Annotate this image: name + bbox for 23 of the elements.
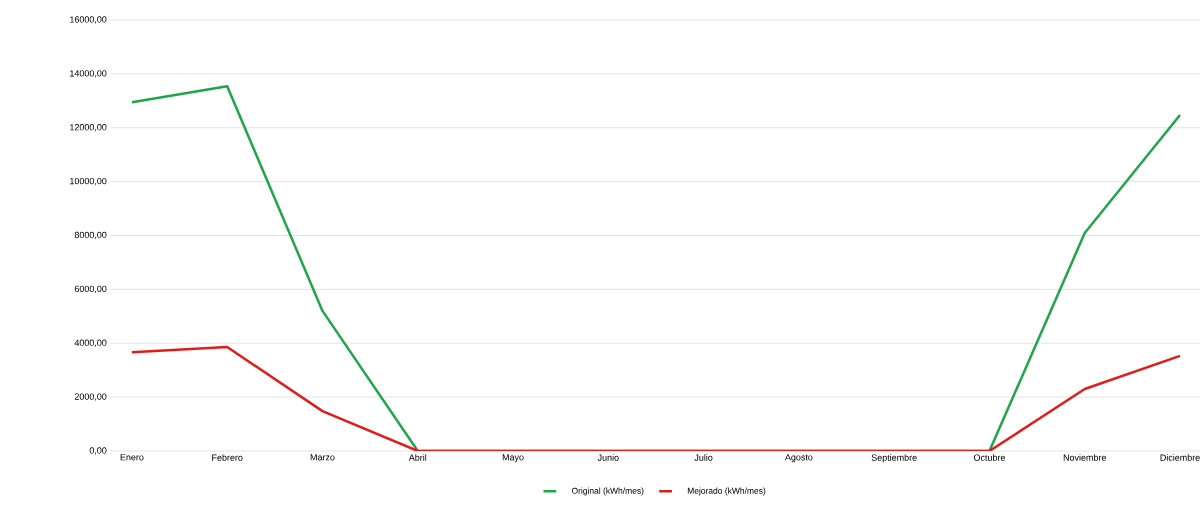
- y-tick-label: 10000,00: [70, 177, 107, 186]
- y-tick-label: 14000,00: [70, 70, 107, 78]
- y-tick-label: 2000,00: [74, 393, 107, 401]
- x-tick-label: Abril: [408, 454, 427, 461]
- x-tick-label: Junio: [597, 454, 619, 461]
- y-tick-label: 8000,00: [74, 231, 107, 240]
- x-tick-label: Octubre: [973, 454, 1005, 461]
- y-tick-label: 12000,00: [70, 124, 107, 132]
- y-tick-label: 4000,00: [74, 339, 107, 347]
- y-tick-label: 6000,00: [74, 285, 107, 294]
- y-tick-label: 16000,00: [70, 16, 107, 24]
- x-tick-label: Diciembre: [1160, 454, 1200, 461]
- x-tick-label: Mayo: [502, 454, 524, 463]
- x-tick-label: Marzo: [310, 454, 335, 461]
- x-tick-label: Julio: [694, 454, 713, 461]
- x-tick-label: Agosto: [784, 454, 813, 463]
- x-tick-label: Enero: [120, 454, 144, 461]
- x-tick-label: Septiembre: [871, 454, 917, 463]
- x-tick-label: Noviembre: [1063, 454, 1107, 461]
- x-tick-label: Febrero: [212, 454, 243, 461]
- legend-label: Mejorado (kWh/mes): [687, 487, 766, 496]
- legend-label: Original (kWh/mes): [571, 487, 644, 496]
- y-tick-label: 0,00: [89, 447, 107, 455]
